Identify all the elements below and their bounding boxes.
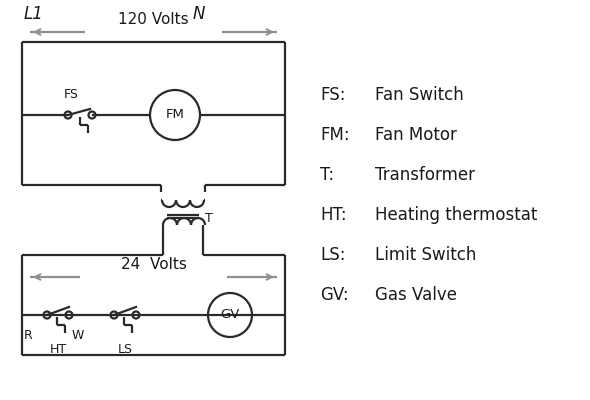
Text: FS: FS <box>64 88 79 101</box>
Text: Gas Valve: Gas Valve <box>375 286 457 304</box>
Text: T: T <box>205 212 213 224</box>
Text: L1: L1 <box>24 5 44 23</box>
Text: 120 Volts: 120 Volts <box>118 12 189 27</box>
Circle shape <box>110 312 117 318</box>
Text: Fan Motor: Fan Motor <box>375 126 457 144</box>
Circle shape <box>65 312 73 318</box>
Text: T:: T: <box>320 166 334 184</box>
Text: FM: FM <box>166 108 185 122</box>
Text: Heating thermostat: Heating thermostat <box>375 206 537 224</box>
Circle shape <box>133 312 139 318</box>
Text: Limit Switch: Limit Switch <box>375 246 476 264</box>
Circle shape <box>88 112 96 118</box>
Text: LS: LS <box>117 343 133 356</box>
Text: LS:: LS: <box>320 246 346 264</box>
Text: W: W <box>72 329 84 342</box>
Text: Fan Switch: Fan Switch <box>375 86 464 104</box>
Text: FS:: FS: <box>320 86 346 104</box>
Text: FM:: FM: <box>320 126 350 144</box>
Text: 24  Volts: 24 Volts <box>120 257 186 272</box>
Text: N: N <box>193 5 205 23</box>
Text: GV:: GV: <box>320 286 349 304</box>
Text: HT: HT <box>50 343 67 356</box>
Text: HT:: HT: <box>320 206 347 224</box>
Text: GV: GV <box>220 308 240 322</box>
Circle shape <box>64 112 71 118</box>
Text: Transformer: Transformer <box>375 166 475 184</box>
Text: R: R <box>24 329 33 342</box>
Circle shape <box>44 312 51 318</box>
